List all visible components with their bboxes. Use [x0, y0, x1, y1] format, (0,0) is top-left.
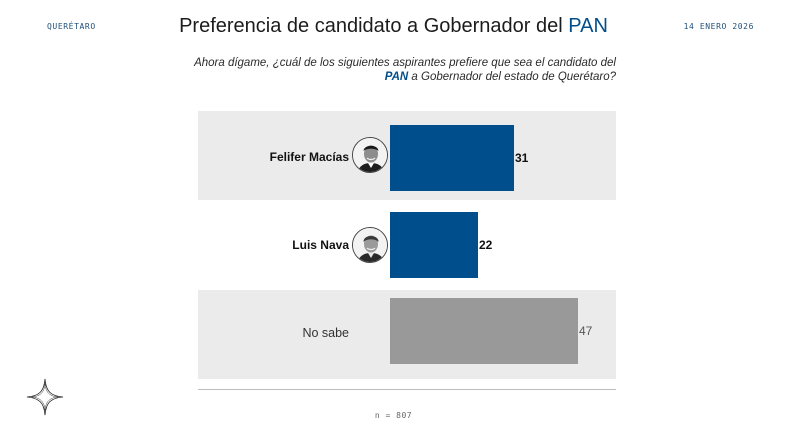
candidate-avatar-1: [352, 137, 388, 173]
date-label: 14 ENERO 2026: [683, 22, 754, 31]
value-label-3: 47: [579, 324, 593, 338]
value-label-2: 22: [479, 238, 493, 252]
category-label-2: Luis Nava: [292, 238, 349, 252]
survey-question: Ahora dígame, ¿cuál de los siguientes as…: [150, 56, 616, 84]
sample-size-note: n = 807: [374, 411, 413, 420]
bar-3: [390, 298, 578, 364]
candidate-avatar-2: [352, 227, 388, 263]
sparkle-logo-icon: [26, 378, 64, 416]
question-line-1: Ahora dígame, ¿cuál de los siguientes as…: [194, 57, 616, 69]
bar-1: [390, 125, 514, 191]
title-main: Preferencia de candidato a Gobernador de…: [179, 15, 569, 37]
category-label-3: No sabe: [302, 326, 349, 340]
title-highlight: PAN: [568, 15, 608, 37]
chart-baseline: [198, 389, 616, 390]
region-label: QUERÉTARO: [47, 22, 96, 31]
question-highlight: PAN: [384, 71, 409, 83]
category-label-1: Felifer Macías: [269, 150, 349, 164]
question-line-2: PAN a Gobernador del estado de Querétaro…: [150, 70, 616, 84]
bar-2: [390, 212, 478, 278]
question-rest: a Gobernador del estado de Querétaro?: [408, 71, 616, 83]
page-title: Preferencia de candidato a Gobernador de…: [0, 15, 787, 38]
value-label-1: 31: [515, 151, 529, 165]
